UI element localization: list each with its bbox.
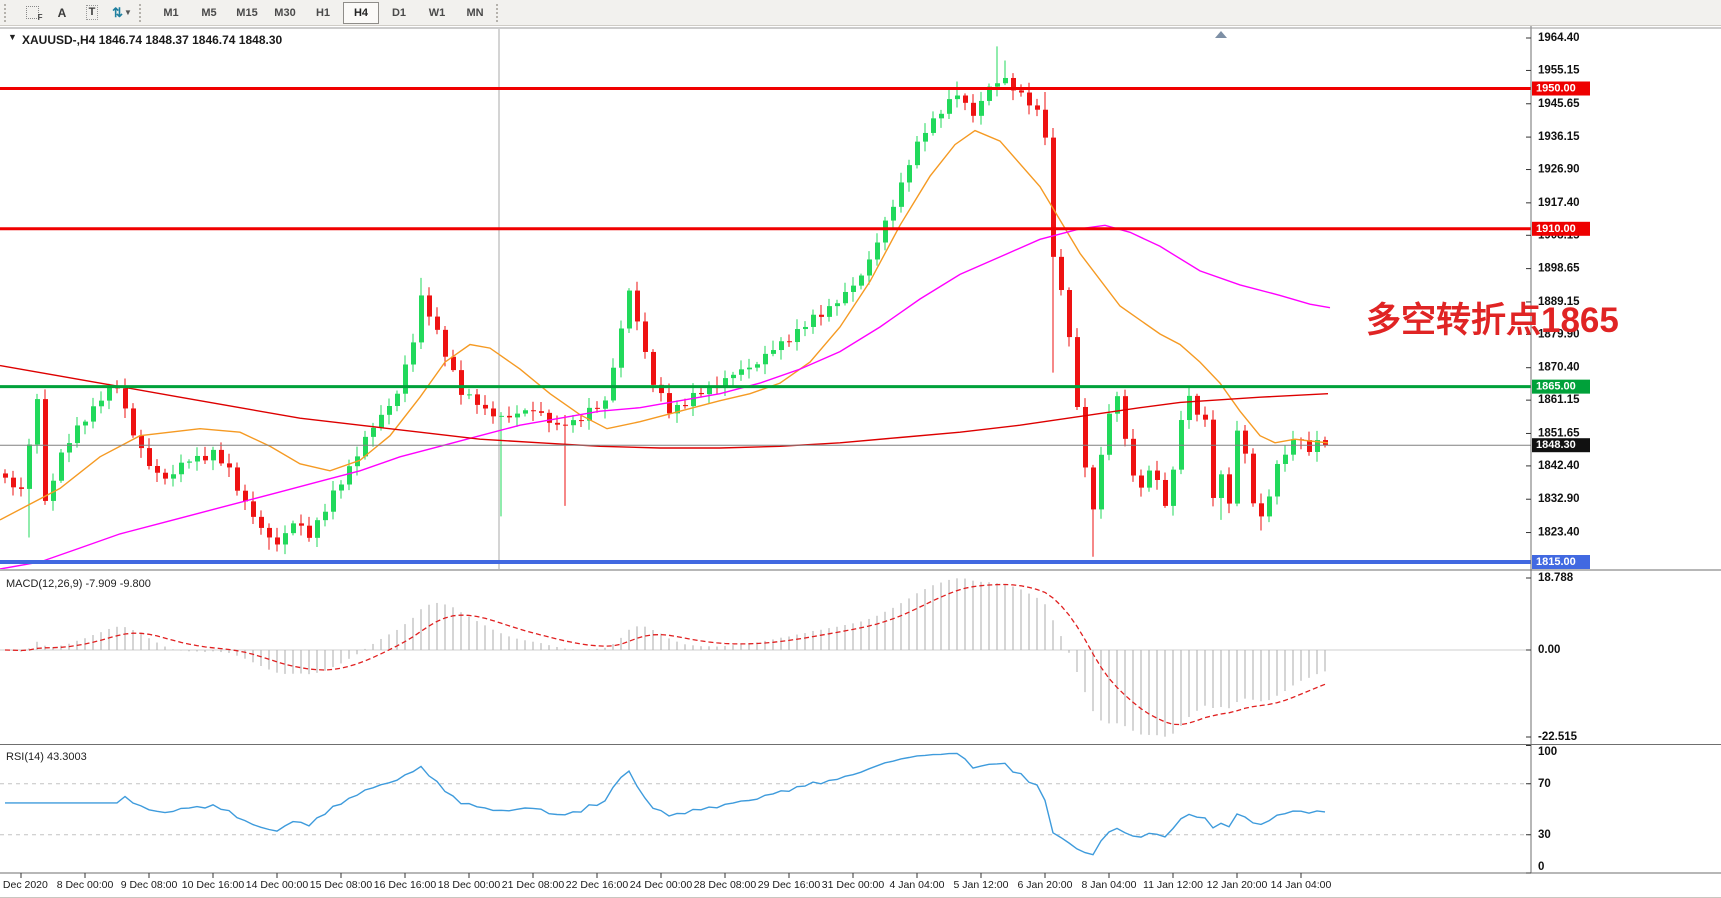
svg-text:1848.30: 1848.30 bbox=[1536, 439, 1576, 451]
tf-button-M1[interactable]: M1 bbox=[163, 6, 179, 19]
svg-text:1964.40: 1964.40 bbox=[1538, 32, 1580, 44]
tf-button-MN[interactable]: MN bbox=[466, 6, 484, 19]
svg-text:▼: ▼ bbox=[8, 32, 17, 42]
svg-text:1950.00: 1950.00 bbox=[1536, 83, 1576, 95]
svg-text:1870.40: 1870.40 bbox=[1538, 362, 1580, 374]
toolbar-grip[interactable] bbox=[4, 3, 13, 22]
price-axis-labels: 1964.40 1955.15 1945.65 1936.15 1926.90 1917.… bbox=[1526, 32, 1590, 570]
time-axis-labels: 4 Dec 2020 8 Dec 00:00 9 Dec 08:00 10 Dec 1… bbox=[0, 873, 1332, 891]
svg-text:29 Dec 16:00: 29 Dec 16:00 bbox=[758, 879, 821, 891]
svg-text:1917.40: 1917.40 bbox=[1538, 197, 1580, 209]
axis-badge-1848.30 bbox=[1532, 438, 1590, 453]
svg-text:18.788: 18.788 bbox=[1538, 572, 1574, 584]
svg-text:0: 0 bbox=[1538, 861, 1544, 873]
toolbar-grip[interactable] bbox=[139, 3, 148, 22]
moving-averages bbox=[0, 129, 1331, 569]
svg-text:1851.65: 1851.65 bbox=[1538, 427, 1580, 439]
timeframe-buttons: M1 M5 M15 M30 H1 H4 D1 W1 MN bbox=[152, 1, 494, 24]
tf-button-W1[interactable]: W1 bbox=[428, 6, 446, 19]
svg-text:8 Dec 00:00: 8 Dec 00:00 bbox=[57, 879, 114, 891]
letter-t-icon: T bbox=[85, 5, 99, 20]
svg-text:4 Dec 2020: 4 Dec 2020 bbox=[0, 879, 48, 891]
toolbar-grip[interactable] bbox=[496, 3, 505, 22]
rsi-indicator bbox=[0, 752, 1531, 856]
svg-text:1936.15: 1936.15 bbox=[1538, 131, 1580, 143]
chart-title: ▼ XAUUSD-,H4 1846.74 1848.37 1846.74 1848… bbox=[8, 32, 283, 47]
svg-text:1898.65: 1898.65 bbox=[1538, 263, 1580, 275]
text-tool-button[interactable]: A bbox=[47, 2, 77, 24]
svg-text:6 Jan 20:00: 6 Jan 20:00 bbox=[1018, 879, 1073, 891]
svg-text:1879.90: 1879.90 bbox=[1538, 328, 1580, 340]
svg-text:31 Dec 00:00: 31 Dec 00:00 bbox=[822, 879, 885, 891]
toolbar: F A T ⇅ ▼ M1 M5 M15 M30 H1 H4 D1 W1 MN bbox=[0, 0, 1721, 26]
svg-text:10 Dec 16:00: 10 Dec 16:00 bbox=[182, 879, 245, 891]
svg-text:28 Dec 08:00: 28 Dec 08:00 bbox=[694, 879, 757, 891]
svg-text:1823.40: 1823.40 bbox=[1538, 527, 1580, 539]
tf-button-H1[interactable]: H1 bbox=[315, 6, 331, 19]
axis-badge-1865.00 bbox=[1532, 379, 1590, 394]
indicator-function-button[interactable]: F bbox=[17, 2, 47, 24]
svg-text:1945.65: 1945.65 bbox=[1538, 98, 1580, 110]
letter-a-icon: A bbox=[57, 5, 67, 20]
svg-text:5 Jan 12:00: 5 Jan 12:00 bbox=[954, 879, 1009, 891]
svg-text:1889.15: 1889.15 bbox=[1538, 296, 1580, 308]
svg-text:0.00: 0.00 bbox=[1538, 644, 1560, 656]
svg-text:4 Jan 04:00: 4 Jan 04:00 bbox=[890, 879, 945, 891]
main-chart-pane[interactable] bbox=[0, 29, 1531, 569]
svg-text:8 Jan 04:00: 8 Jan 04:00 bbox=[1082, 879, 1137, 891]
text-label-tool-button[interactable]: T bbox=[77, 2, 107, 24]
svg-text:22 Dec 16:00: 22 Dec 16:00 bbox=[566, 879, 629, 891]
tf-button-M15[interactable]: M15 bbox=[236, 6, 258, 19]
ma-slow-red[interactable] bbox=[0, 364, 1329, 449]
svg-text:16 Dec 16:00: 16 Dec 16:00 bbox=[374, 879, 437, 891]
svg-text:100: 100 bbox=[1538, 746, 1557, 758]
svg-text:-22.515: -22.515 bbox=[1538, 731, 1578, 743]
svg-text:9 Dec 08:00: 9 Dec 08:00 bbox=[121, 879, 178, 891]
svg-text:21 Dec 08:00: 21 Dec 08:00 bbox=[502, 879, 565, 891]
candlesticks bbox=[3, 46, 1328, 557]
svg-text:1955.15: 1955.15 bbox=[1538, 64, 1580, 76]
tf-button-M5[interactable]: M5 bbox=[201, 6, 217, 19]
svg-text:15 Dec 08:00: 15 Dec 08:00 bbox=[310, 879, 373, 891]
svg-text:14 Jan 04:00: 14 Jan 04:00 bbox=[1271, 879, 1332, 891]
svg-text:11 Jan 12:00: 11 Jan 12:00 bbox=[1143, 879, 1203, 891]
ma-fast-orange[interactable] bbox=[0, 129, 1329, 521]
svg-text:30: 30 bbox=[1538, 829, 1551, 841]
cycle-arrows-icon: ⇅ bbox=[112, 4, 123, 20]
indicator-grid-icon: F bbox=[25, 6, 43, 22]
rsi-label: RSI(14) 43.3003 bbox=[6, 751, 87, 763]
svg-text:1926.90: 1926.90 bbox=[1538, 164, 1580, 176]
axis-badge-1910.00 bbox=[1532, 221, 1590, 236]
macd-label: MACD(12,26,9) -7.909 -9.800 bbox=[6, 578, 151, 590]
svg-text:1832.90: 1832.90 bbox=[1538, 493, 1580, 505]
svg-text:12 Jan 20:00: 12 Jan 20:00 bbox=[1207, 879, 1268, 891]
svg-text:24 Dec 00:00: 24 Dec 00:00 bbox=[630, 879, 693, 891]
scroll-to-end-icon[interactable] bbox=[1215, 31, 1227, 38]
tf-button-M30[interactable]: M30 bbox=[274, 6, 296, 19]
axis-badge-1815.00 bbox=[1532, 555, 1590, 570]
chart-window: 1964.40 1955.15 1945.65 1936.15 1926.90 1917.… bbox=[0, 26, 1721, 897]
svg-text:14 Dec 00:00: 14 Dec 00:00 bbox=[246, 879, 309, 891]
svg-text:18 Dec 00:00: 18 Dec 00:00 bbox=[438, 879, 501, 891]
svg-text:70: 70 bbox=[1538, 778, 1551, 790]
chart-background bbox=[0, 26, 1721, 892]
tf-button-H4[interactable]: H4 bbox=[343, 1, 379, 24]
svg-text:1842.40: 1842.40 bbox=[1538, 460, 1580, 472]
symbol-ohlc-title: XAUUSD-,H4 1846.74 1848.37 1846.74 1848.… bbox=[22, 33, 283, 47]
tf-button-D1[interactable]: D1 bbox=[391, 6, 407, 19]
svg-text:1815.00: 1815.00 bbox=[1536, 556, 1576, 568]
annotation-text[interactable]: 多空转折点1865 bbox=[1366, 301, 1619, 340]
ma-mid-magenta[interactable] bbox=[0, 224, 1331, 569]
svg-text:1910.00: 1910.00 bbox=[1536, 223, 1576, 235]
cycle-arrows-button[interactable]: ⇅ ▼ bbox=[107, 2, 137, 24]
axis-badge-1950.00 bbox=[1532, 81, 1590, 96]
svg-text:1861.15: 1861.15 bbox=[1538, 394, 1580, 406]
macd-indicator bbox=[0, 578, 1531, 737]
dropdown-caret-icon: ▼ bbox=[123, 8, 132, 17]
chart-canvas[interactable]: 1964.40 1955.15 1945.65 1936.15 1926.90 1917.… bbox=[0, 26, 1721, 892]
svg-text:1865.00: 1865.00 bbox=[1536, 381, 1576, 393]
